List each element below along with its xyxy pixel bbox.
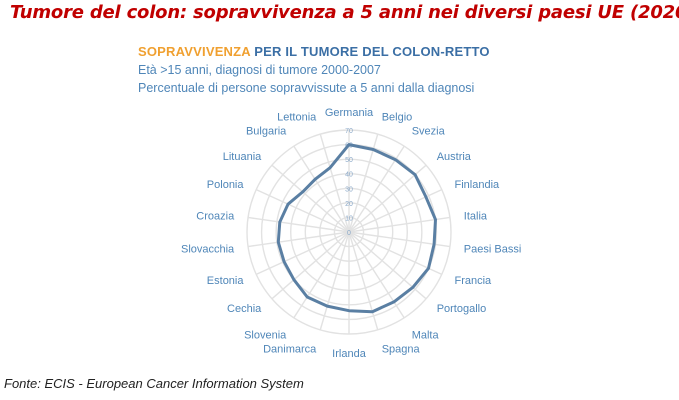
category-label: Irlanda bbox=[332, 348, 367, 360]
tick-label: 70 bbox=[345, 128, 353, 135]
category-label: Paesi Bassi bbox=[464, 244, 521, 256]
grid-spoke bbox=[271, 231, 350, 300]
grid-spoke bbox=[255, 188, 350, 233]
category-label: Bulgaria bbox=[246, 125, 287, 137]
grid-spoke bbox=[247, 216, 350, 233]
data-point bbox=[414, 174, 416, 176]
radar-series bbox=[276, 143, 437, 314]
data-point bbox=[314, 178, 316, 180]
category-label: Cechia bbox=[227, 303, 262, 315]
chart-title-rest: PER IL TUMORE DEL COLON-RETTO bbox=[250, 44, 490, 59]
data-point bbox=[326, 305, 328, 307]
grid-spoke bbox=[319, 133, 350, 233]
data-point bbox=[425, 196, 427, 198]
data-point bbox=[287, 203, 289, 205]
chart-subtitle-age: Età >15 anni, diagnosi di tumore 2000-20… bbox=[138, 63, 381, 77]
data-point bbox=[302, 191, 304, 193]
data-point bbox=[428, 267, 429, 269]
data-point bbox=[348, 310, 350, 312]
category-label: Slovenia bbox=[244, 330, 287, 342]
grid-spoke bbox=[271, 164, 350, 233]
category-label: Polonia bbox=[207, 179, 245, 191]
tick-label: 30 bbox=[345, 186, 353, 193]
data-point bbox=[283, 261, 285, 263]
category-label: Portogallo bbox=[437, 303, 487, 315]
chart-title-highlight: SOPRAVVIVENZA bbox=[138, 44, 251, 59]
category-label: Belgio bbox=[382, 112, 413, 124]
grid-spoke bbox=[348, 231, 379, 331]
grid-spoke bbox=[293, 145, 350, 233]
category-label: Lettonia bbox=[277, 112, 317, 124]
grid-spoke bbox=[255, 231, 350, 276]
grid-spoke bbox=[293, 231, 350, 319]
category-label: Francia bbox=[455, 275, 493, 287]
data-point bbox=[435, 219, 436, 221]
data-point bbox=[279, 221, 281, 223]
tick-label: 40 bbox=[345, 172, 353, 179]
category-label: Italia bbox=[464, 211, 488, 223]
data-point bbox=[329, 167, 331, 169]
grid-spoke bbox=[348, 231, 443, 276]
data-point bbox=[306, 296, 308, 298]
category-label: Croazia bbox=[196, 211, 235, 223]
category-label: Germania bbox=[325, 107, 374, 119]
category-label: Lituania bbox=[223, 151, 262, 163]
category-label: Svezia bbox=[412, 125, 446, 137]
category-label: Austria bbox=[437, 151, 472, 163]
data-point bbox=[393, 301, 395, 303]
source-note: Fonte: ECIS - European Cancer Informatio… bbox=[4, 376, 304, 391]
chart-title: SOPRAVVIVENZA PER IL TUMORE DEL COLON-RE… bbox=[138, 44, 490, 59]
category-label: Estonia bbox=[207, 275, 245, 287]
category-label: Finlandia bbox=[455, 179, 501, 191]
grid-spoke bbox=[247, 231, 350, 248]
data-point bbox=[277, 241, 279, 243]
category-label: Danimarca bbox=[263, 343, 317, 355]
grid-spoke bbox=[348, 231, 405, 319]
data-point bbox=[293, 279, 295, 281]
data-point bbox=[395, 159, 396, 161]
main-title: Tumore del colon: sopravvivenza a 5 anni… bbox=[10, 2, 679, 23]
grid-spoke bbox=[348, 164, 427, 233]
data-point bbox=[372, 149, 374, 150]
category-label: Spagna bbox=[382, 343, 421, 355]
grid-spoke bbox=[348, 216, 451, 233]
data-point bbox=[412, 286, 414, 288]
category-label: Slovacchia bbox=[181, 244, 235, 256]
data-point bbox=[348, 144, 350, 146]
data-point bbox=[371, 311, 373, 313]
chart-subtitle-measure: Percentuale di persone sopravvissute a 5… bbox=[138, 81, 475, 95]
tick-label: 10 bbox=[345, 215, 353, 222]
data-point bbox=[433, 243, 435, 245]
tick-label: 0 bbox=[347, 230, 351, 237]
grid-spoke bbox=[319, 231, 350, 331]
category-label: Malta bbox=[412, 330, 440, 342]
tick-label: 50 bbox=[345, 157, 353, 164]
tick-label: 20 bbox=[345, 201, 353, 208]
